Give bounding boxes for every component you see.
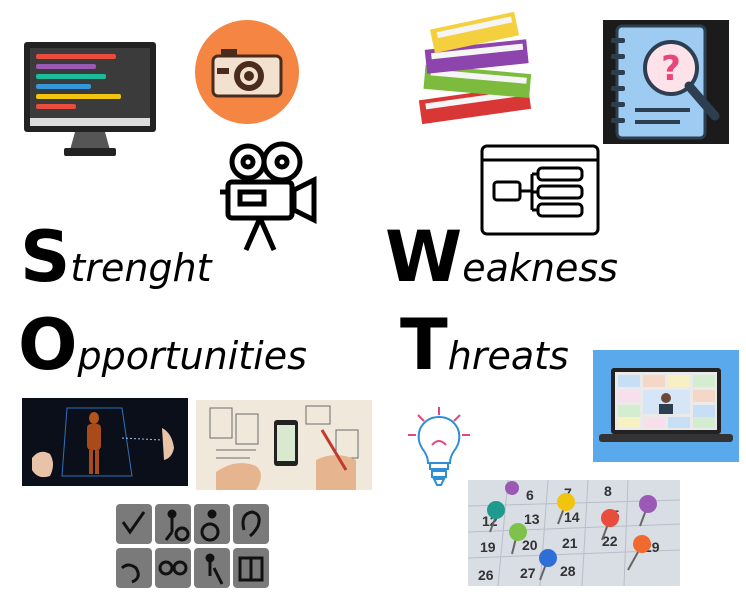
cal-day: 27 bbox=[520, 565, 536, 581]
strength-letter: S bbox=[20, 216, 71, 298]
cal-day: 7 bbox=[564, 485, 572, 501]
cal-day: 22 bbox=[602, 533, 618, 549]
cal-day: 21 bbox=[562, 535, 578, 551]
notebook-search-icon: ? bbox=[603, 20, 729, 144]
swot-strength: Strenght bbox=[20, 222, 212, 292]
calendar-pins-image: 6 7 8 12 13 14 15 19 20 21 22 26 27 28 2… bbox=[468, 480, 680, 586]
cal-day: 26 bbox=[478, 567, 494, 583]
opportunities-letter: O bbox=[18, 304, 78, 386]
video-camera-icon bbox=[214, 140, 324, 252]
cal-day: 19 bbox=[480, 539, 496, 555]
swot-opportunities: Opportunities bbox=[18, 310, 307, 380]
svg-text:?: ? bbox=[661, 49, 681, 89]
flowchart-window-icon bbox=[480, 144, 600, 236]
swot-weakness: Weakness bbox=[385, 222, 618, 292]
lightbulb-icon bbox=[406, 405, 472, 491]
opportunities-rest: pportunities bbox=[77, 334, 307, 378]
hologram-body-image bbox=[22, 398, 188, 486]
code-monitor-icon bbox=[20, 40, 160, 160]
cal-day: 28 bbox=[560, 563, 576, 579]
cal-day: 13 bbox=[524, 511, 540, 527]
weakness-letter: W bbox=[385, 216, 463, 298]
cal-day: 6 bbox=[526, 487, 534, 503]
swot-threats: Threats bbox=[400, 310, 569, 380]
wireframe-sketch-image bbox=[196, 400, 372, 490]
threats-rest: hreats bbox=[447, 334, 569, 378]
cal-day: 20 bbox=[522, 537, 538, 553]
video-conference-icon bbox=[593, 350, 739, 462]
strength-rest: trenght bbox=[70, 246, 212, 290]
weakness-rest: eakness bbox=[462, 246, 618, 290]
cal-day: 14 bbox=[564, 509, 580, 525]
accessibility-icons-grid bbox=[114, 502, 272, 590]
cal-day: 8 bbox=[604, 483, 612, 499]
book-stack-icon bbox=[412, 5, 538, 133]
photo-camera-icon bbox=[195, 20, 299, 124]
threats-letter: T bbox=[400, 304, 448, 386]
